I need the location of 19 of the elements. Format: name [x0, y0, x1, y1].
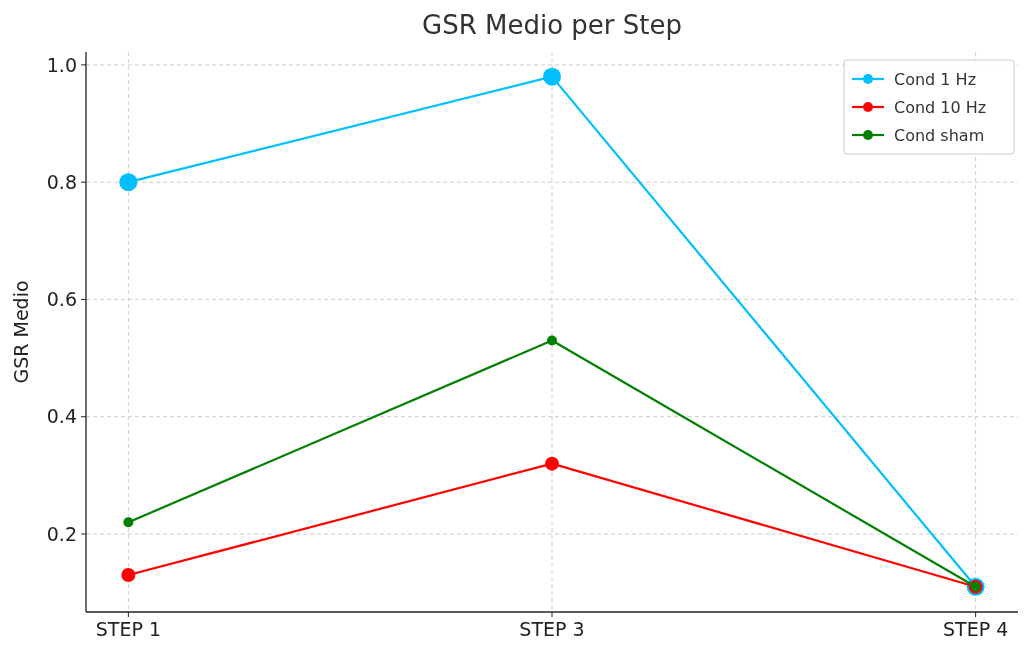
point	[543, 67, 561, 86]
x-tick-label: STEP 1	[95, 618, 161, 640]
x-tick-label: STEP 3	[519, 618, 585, 640]
x-tick-label: STEP 4	[943, 618, 1009, 640]
point	[123, 517, 134, 528]
legend-label: Cond sham	[894, 125, 985, 145]
point	[121, 568, 136, 583]
y-tick-label: 0.2	[46, 522, 77, 545]
legend-label: Cond 10 Hz	[894, 97, 987, 117]
point	[547, 335, 557, 346]
point	[119, 173, 138, 192]
chart-title: GSR Medio per Step	[422, 10, 682, 40]
y-tick-label: 0.6	[46, 288, 77, 311]
y-axis-title: GSR Medio	[10, 280, 32, 384]
legend-label: Cond 1 Hz	[894, 69, 977, 89]
y-tick-label: 0.8	[46, 170, 77, 193]
point	[545, 456, 559, 471]
y-tick-label: 1.0	[46, 53, 77, 76]
y-tick-label: 0.4	[46, 405, 77, 428]
